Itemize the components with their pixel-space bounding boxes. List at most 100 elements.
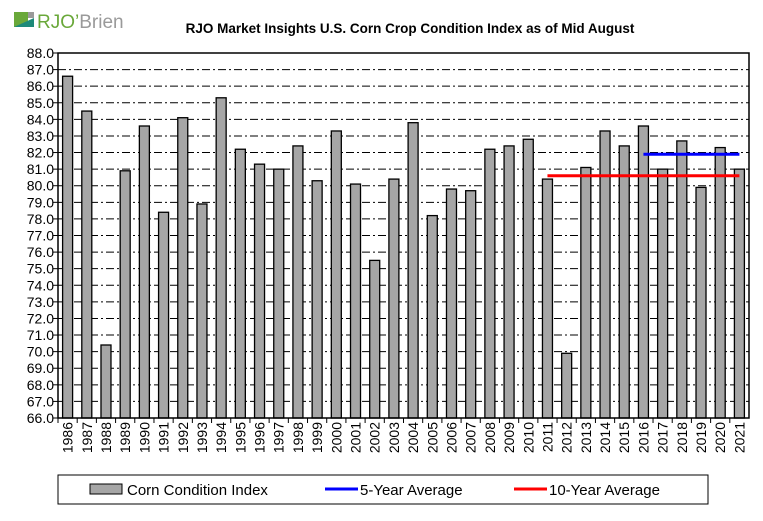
y-tick-label: 88.0: [27, 45, 54, 61]
bar-2013: [580, 166, 592, 419]
logo-text: RJO’Brien: [37, 12, 124, 33]
bar-2016: [637, 125, 650, 419]
bars: [61, 75, 746, 419]
y-tick-label: 79.0: [27, 194, 54, 210]
x-tick-label: 2020: [712, 422, 728, 453]
bar-2001: [349, 183, 362, 419]
x-tick-label: 2010: [520, 422, 536, 453]
bar-2003: [388, 178, 400, 419]
y-tick-label: 67.0: [27, 393, 54, 409]
x-axis-ticks: 1986 1987 1988 1989 1990 1991 1992 1993 1994 1995…: [57, 418, 747, 453]
bar-1987: [81, 110, 93, 419]
x-tick-label: 1997: [271, 422, 287, 453]
bar-2011: [541, 178, 554, 419]
x-tick-label: 2000: [328, 422, 344, 453]
x-tick-label: 1988: [98, 422, 114, 453]
bar-1999: [311, 180, 323, 419]
x-tick-label: 2001: [348, 422, 364, 453]
chart-title: RJO Market Insights U.S. Corn Crop Condi…: [186, 21, 635, 36]
x-tick-label: 2021: [731, 422, 747, 453]
x-tick-label: 2002: [367, 422, 383, 453]
bar-1991: [157, 211, 170, 419]
x-tick-label: 1999: [309, 422, 325, 453]
x-tick-label: 2011: [539, 422, 555, 452]
bar-1997: [273, 168, 285, 419]
y-tick-label: 70.0: [27, 344, 54, 360]
x-tick-label: 2008: [482, 422, 498, 453]
x-tick-label: 2007: [463, 422, 479, 453]
y-tick-label: 85.0: [27, 95, 54, 111]
x-tick-label: 1990: [136, 422, 152, 453]
plot-frame: [57, 52, 750, 419]
bar-2018: [676, 140, 688, 419]
bar-2012: [561, 352, 573, 419]
bar-2002: [369, 259, 381, 419]
x-tick-label: 2018: [674, 422, 690, 453]
x-tick-label: 2004: [405, 422, 421, 453]
bar-1998: [292, 145, 304, 419]
x-tick-label: 2006: [443, 422, 459, 453]
bar-1994: [215, 97, 227, 419]
x-tick-label: 1991: [156, 422, 172, 453]
x-tick-label: 2013: [578, 422, 594, 453]
bar-1986: [61, 75, 74, 419]
y-tick-label: 78.0: [27, 211, 54, 227]
legend-label-5yr: 5-Year Average: [360, 482, 463, 499]
y-tick-label: 72.0: [27, 310, 54, 326]
x-tick-label: 2019: [693, 422, 709, 453]
y-tick-label: 76.0: [27, 244, 54, 260]
y-tick-label: 83.0: [27, 128, 54, 144]
bar-1996: [253, 163, 266, 419]
bar-2010: [522, 138, 534, 419]
legend-label-bar: Corn Condition Index: [127, 482, 268, 499]
bar-2009: [503, 145, 515, 419]
bar-2019: [695, 186, 707, 419]
y-tick-label: 77.0: [27, 228, 54, 244]
x-tick-label: 2015: [616, 422, 632, 453]
bar-1992: [177, 117, 189, 419]
bar-1990: [138, 125, 151, 419]
y-tick-label: 84.0: [27, 111, 54, 127]
x-tick-label: 1998: [290, 422, 306, 453]
x-tick-label: 2017: [655, 422, 671, 453]
y-tick-label: 69.0: [27, 360, 54, 376]
y-tick-label: 87.0: [27, 62, 54, 78]
y-axis-ticks: 66.067.068.069.070.071.072.073.074.075.0…: [27, 45, 58, 426]
logo-mark-gray: [28, 12, 34, 18]
y-tick-label: 74.0: [27, 277, 54, 293]
y-tick-label: 81.0: [27, 161, 54, 177]
y-tick-label: 75.0: [27, 261, 54, 277]
x-tick-label: 1992: [175, 422, 191, 453]
y-tick-label: 80.0: [27, 178, 54, 194]
bar-2004: [407, 122, 419, 419]
bar-1989: [119, 170, 131, 419]
bar-1988: [100, 344, 112, 419]
x-tick-label: 1996: [252, 422, 268, 453]
x-tick-label: 2003: [386, 422, 402, 453]
average-lines: [547, 152, 740, 178]
bar-2007: [465, 190, 477, 419]
y-tick-label: 82.0: [27, 145, 54, 161]
y-tick-label: 86.0: [27, 78, 54, 94]
bar-1995: [234, 148, 246, 419]
x-tick-label: 2014: [597, 422, 613, 453]
bar-2008: [484, 148, 496, 419]
y-tick-label: 71.0: [27, 327, 54, 343]
y-tick-label: 66.0: [27, 410, 54, 426]
bar-2017: [656, 168, 669, 419]
bar-2015: [618, 145, 630, 419]
logo-mark-teal: [14, 18, 34, 27]
x-tick-label: 1986: [60, 422, 76, 453]
legend-box: [57, 474, 709, 505]
bar-2014: [599, 130, 611, 419]
bar-2000: [330, 130, 342, 419]
y-tick-label: 68.0: [27, 377, 54, 393]
x-tick-label: 1989: [117, 422, 133, 453]
logo: RJO’Brien: [14, 12, 124, 33]
bar-2021: [733, 168, 746, 419]
y-tick-label: 73.0: [27, 294, 54, 310]
x-tick-label: 1994: [213, 422, 229, 453]
bar-2020: [714, 146, 726, 419]
legend: Corn Condition Index 5-Year Average 10-Y…: [57, 474, 709, 505]
